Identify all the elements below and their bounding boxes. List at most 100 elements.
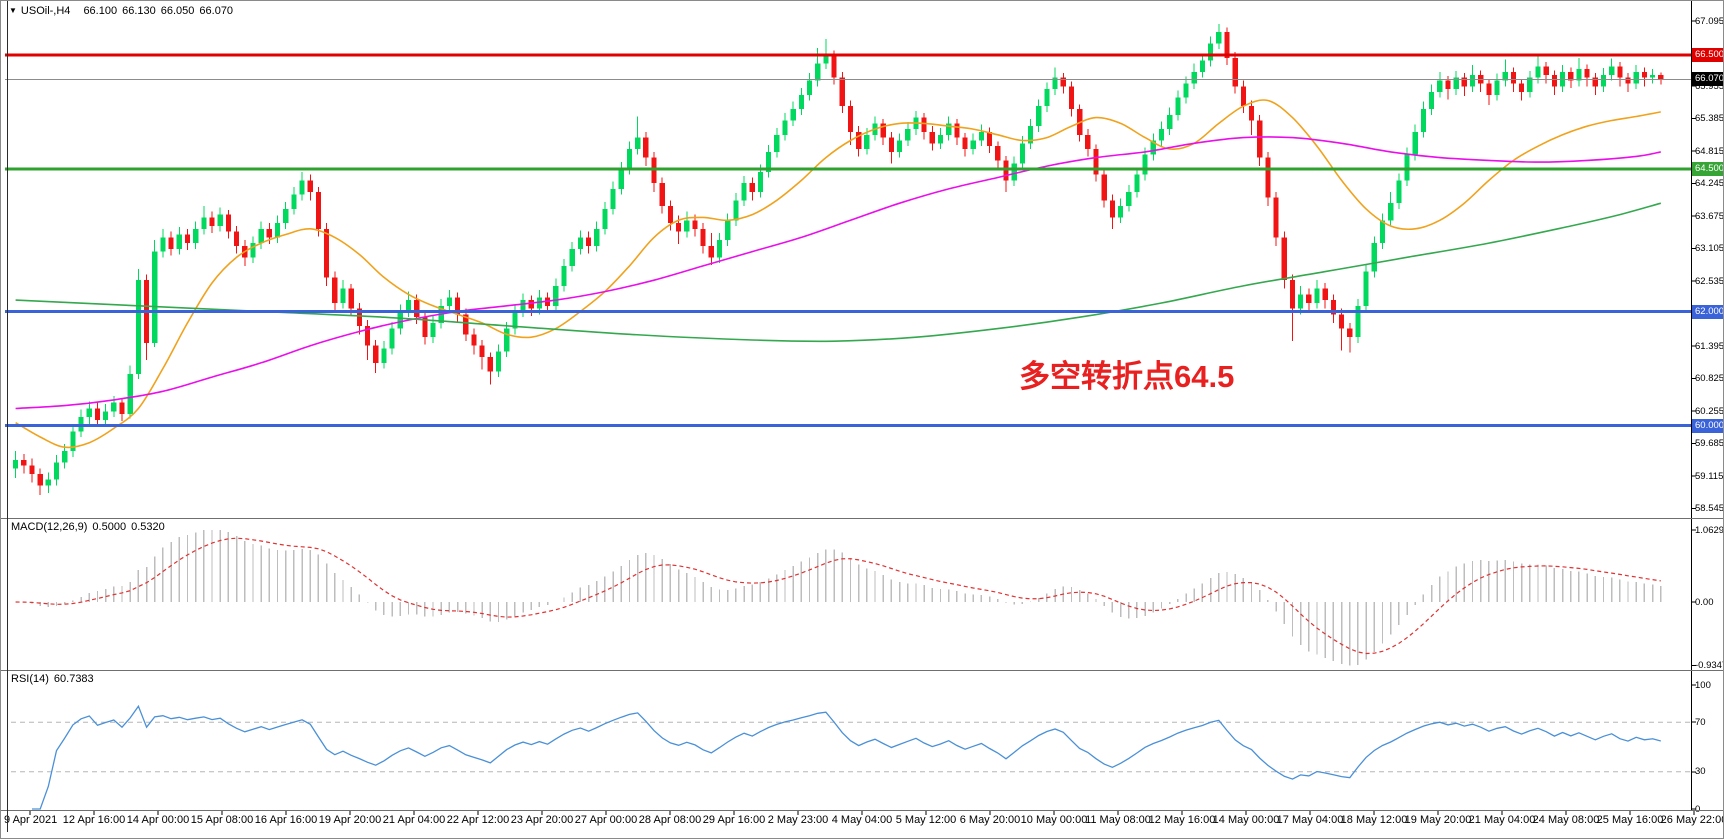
candle-body	[103, 411, 109, 420]
macd-main-value: 0.5000	[92, 521, 127, 533]
candle-body	[274, 223, 281, 238]
candle-body	[725, 220, 731, 241]
candle-body	[1650, 74, 1656, 78]
macd-tick-label: -0.9347	[1695, 659, 1723, 671]
time-axis-label: 12 Apr 16:00	[62, 814, 126, 826]
candle-body	[1044, 89, 1050, 107]
time-axis-label: 29 Apr 16:00	[702, 814, 766, 826]
panel-separator-macd-rsi[interactable]	[1, 670, 1723, 671]
candle-body	[774, 134, 780, 152]
candle-body	[233, 231, 240, 246]
candle-body	[929, 131, 935, 144]
candle-body	[864, 134, 870, 150]
candle-body	[692, 220, 698, 229]
candle-body	[757, 171, 764, 192]
candle-body	[1600, 74, 1607, 87]
price-tick-label: 61.395	[1695, 340, 1724, 352]
candle-body	[1551, 74, 1557, 87]
candle-body	[495, 351, 502, 372]
price-tick-label: 63.675	[1695, 210, 1724, 222]
candle-body	[397, 311, 403, 329]
time-axis-label: 19 May 20:00	[1404, 814, 1472, 826]
ma-medium-magenta	[15, 136, 1661, 410]
price-line-label: 62.000	[1692, 304, 1723, 319]
time-axis-label: 14 May 00:00	[1212, 814, 1280, 826]
candle-body	[806, 80, 813, 95]
candle-body	[1592, 77, 1598, 87]
candle-body	[1437, 80, 1443, 92]
macd-tick-label: 1.0629	[1695, 524, 1724, 536]
candle-body	[176, 234, 182, 249]
candle-body	[1298, 294, 1304, 309]
candle-body	[135, 280, 141, 375]
time-axis-label: 2 May 23:00	[767, 814, 829, 826]
candle-body	[1633, 72, 1639, 84]
candle-body	[315, 191, 322, 229]
panel-separator-rsi-timeaxis	[1, 810, 1723, 811]
price-tick-label: 60.825	[1695, 373, 1724, 384]
candle-body	[405, 300, 412, 312]
candle-body	[798, 94, 804, 110]
candle-body	[1568, 72, 1574, 81]
candle-body	[905, 129, 911, 141]
time-axis-label: 4 May 04:00	[831, 814, 893, 826]
time-axis-label: 27 Apr 00:00	[574, 814, 638, 826]
time-axis-label: 15 Apr 08:00	[190, 814, 254, 826]
candle-body	[602, 208, 608, 229]
candle-body	[643, 137, 649, 158]
candle-body	[716, 240, 723, 258]
candle-body	[209, 217, 215, 226]
candle-body	[1469, 74, 1476, 87]
macd-tick-label: 0.00	[1695, 596, 1714, 608]
candle-body	[1396, 180, 1402, 204]
candle-body	[1330, 300, 1336, 315]
time-axis-label: 22 Apr 12:00	[446, 814, 510, 826]
candle-body	[193, 228, 199, 244]
candle-body	[1208, 43, 1214, 61]
candle-body	[487, 357, 493, 372]
candle-body	[53, 462, 60, 480]
candle-body	[684, 220, 690, 232]
candle-body	[1216, 32, 1222, 44]
candle-body	[561, 265, 567, 286]
candle-body	[921, 117, 927, 132]
collapse-arrow-icon[interactable]: ▼	[9, 6, 17, 15]
time-axis-label: 10 May 00:00	[1020, 814, 1088, 826]
candle-body	[348, 288, 354, 309]
candle-body	[790, 109, 796, 121]
candle-body	[528, 300, 534, 309]
rsi-indicator-label: RSI(14) 60.7383	[11, 673, 94, 685]
ohlc-low-value: 66.050	[160, 5, 195, 17]
symbol-header: ▼ USOil-,H4 66.100 66.130 66.050 66.070	[9, 5, 233, 17]
panel-separator-main-macd[interactable]	[1, 518, 1723, 519]
candle-body	[1494, 80, 1500, 95]
price-line-label: 66.500	[1692, 47, 1723, 62]
price-tick-label: 58.545	[1695, 503, 1724, 514]
candle-body	[1461, 77, 1467, 87]
candle-body	[1068, 86, 1075, 110]
candle-body	[1445, 80, 1451, 90]
candle-body	[1224, 32, 1230, 58]
candle-body	[1371, 243, 1377, 272]
candle-body	[479, 345, 485, 358]
price-tick-label: 59.685	[1695, 438, 1724, 449]
candle-body	[13, 459, 19, 469]
candle-body	[831, 54, 837, 78]
candle-body	[389, 328, 395, 349]
candle-body	[970, 140, 976, 150]
candle-body	[512, 311, 518, 329]
ohlc-close-value: 66.070	[199, 5, 234, 17]
candle-body	[266, 228, 272, 238]
candle-body	[569, 248, 575, 266]
candle-body	[1183, 83, 1189, 98]
time-axis-label: 11 May 08:00	[1085, 814, 1151, 826]
candle-body	[291, 194, 297, 209]
candle-body	[667, 206, 673, 224]
macd-indicator-label: MACD(12,26,9) 0.5000 0.5320	[11, 521, 165, 533]
annotation-text: 多空转折点64.5	[1019, 359, 1235, 394]
candle-body	[1289, 280, 1296, 309]
candle-body	[1412, 131, 1418, 155]
candle-body	[856, 131, 862, 150]
candle-body	[1420, 109, 1427, 132]
